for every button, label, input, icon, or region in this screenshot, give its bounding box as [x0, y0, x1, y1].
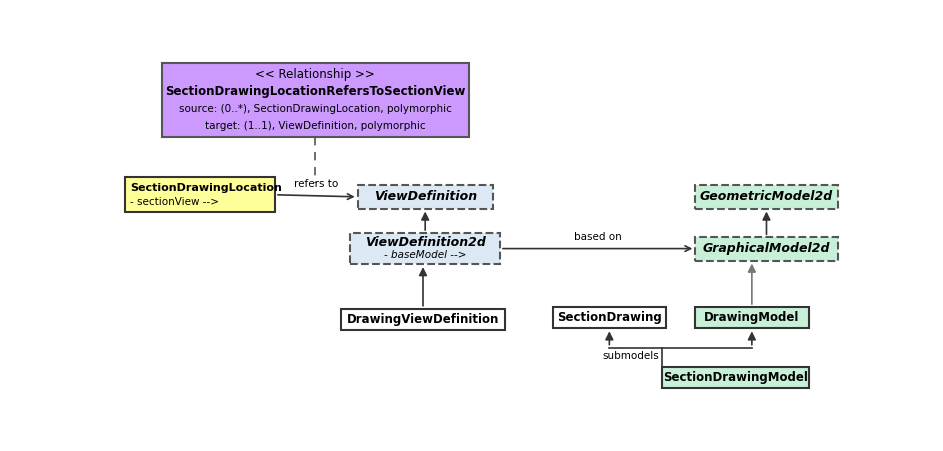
- Text: - sectionView -->: - sectionView -->: [130, 197, 220, 207]
- FancyBboxPatch shape: [357, 185, 493, 209]
- FancyBboxPatch shape: [662, 367, 808, 388]
- Text: based on: based on: [573, 232, 621, 242]
- FancyArrowPatch shape: [420, 269, 426, 306]
- FancyArrowPatch shape: [749, 265, 755, 304]
- FancyArrowPatch shape: [606, 333, 613, 345]
- FancyBboxPatch shape: [340, 308, 505, 330]
- FancyBboxPatch shape: [162, 63, 469, 138]
- FancyBboxPatch shape: [695, 237, 837, 261]
- Text: SectionDrawing: SectionDrawing: [557, 311, 662, 324]
- Text: SectionDrawingLocation: SectionDrawingLocation: [130, 183, 282, 193]
- Text: submodels: submodels: [602, 351, 659, 361]
- FancyBboxPatch shape: [125, 177, 275, 212]
- FancyArrowPatch shape: [749, 333, 755, 345]
- Text: target: (1..1), ViewDefinition, polymorphic: target: (1..1), ViewDefinition, polymorp…: [205, 120, 425, 130]
- FancyBboxPatch shape: [695, 307, 808, 328]
- FancyArrowPatch shape: [763, 213, 769, 235]
- Text: ViewDefinition2d: ViewDefinition2d: [365, 236, 486, 249]
- Text: - baseModel -->: - baseModel -->: [384, 250, 467, 260]
- Text: source: (0..*), SectionDrawingLocation, polymorphic: source: (0..*), SectionDrawingLocation, …: [179, 104, 452, 114]
- FancyBboxPatch shape: [350, 233, 500, 264]
- FancyArrowPatch shape: [422, 213, 428, 230]
- Text: DrawingViewDefinition: DrawingViewDefinition: [347, 313, 499, 326]
- FancyArrowPatch shape: [503, 246, 690, 251]
- Text: SectionDrawingModel: SectionDrawingModel: [663, 371, 808, 384]
- Text: GeometricModel2d: GeometricModel2d: [700, 190, 833, 203]
- Text: DrawingModel: DrawingModel: [704, 311, 800, 324]
- Text: refers to: refers to: [294, 179, 339, 189]
- Text: << Relationship >>: << Relationship >>: [256, 68, 375, 81]
- FancyBboxPatch shape: [553, 307, 666, 328]
- FancyBboxPatch shape: [695, 185, 837, 209]
- Text: SectionDrawingLocationRefersToSectionView: SectionDrawingLocationRefersToSectionVie…: [165, 85, 466, 98]
- FancyArrowPatch shape: [278, 194, 353, 199]
- Text: GraphicalModel2d: GraphicalModel2d: [703, 243, 830, 255]
- Text: ViewDefinition: ViewDefinition: [373, 190, 477, 203]
